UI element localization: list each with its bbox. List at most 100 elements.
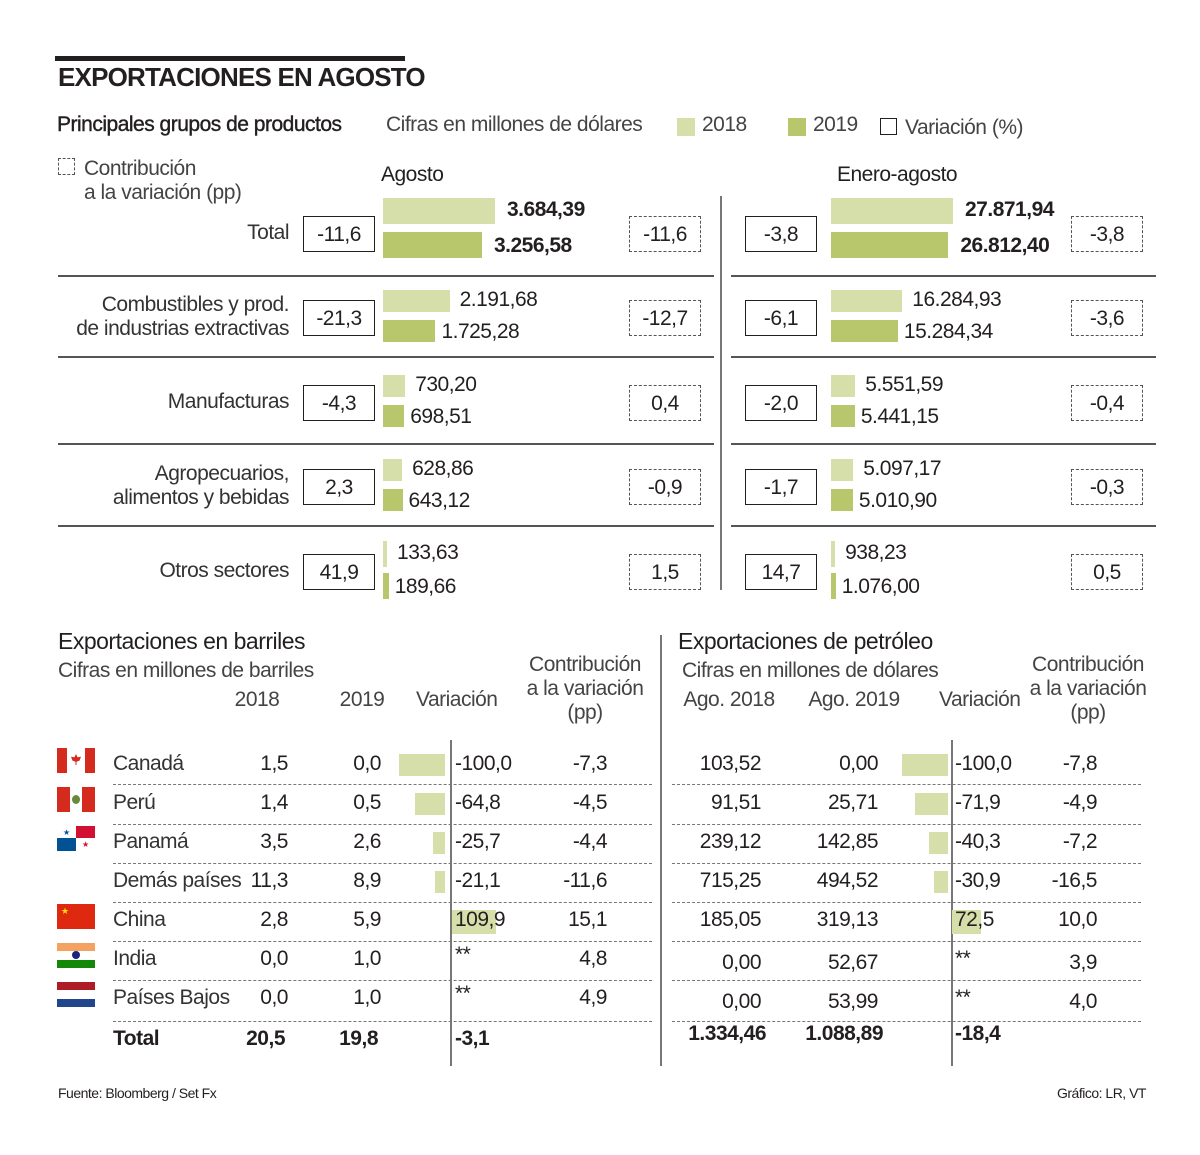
row-separator	[672, 784, 1141, 785]
header-2019: Ago. 2019	[808, 688, 900, 711]
variation-bar	[399, 754, 445, 776]
value-2019: 5,9	[353, 908, 381, 931]
variation-bar	[452, 910, 496, 934]
country-name: Países Bajos	[113, 986, 230, 1009]
row-separator	[672, 1021, 1141, 1022]
source-note: Fuente: Bloomberg / Set Fx	[58, 1085, 217, 1101]
row-separator	[672, 941, 1141, 942]
value-2018: 2.191,68	[459, 288, 538, 311]
total-2018: 1.334,46	[688, 1022, 766, 1045]
bar-2018	[831, 459, 854, 481]
row-separator	[113, 784, 652, 785]
barrels-subtitle: Cifras en millones de barriles	[58, 659, 314, 682]
value-2018: 1,4	[260, 791, 288, 814]
bar-2018	[831, 290, 903, 312]
flag-part	[72, 951, 80, 959]
contribution-value: 3,9	[1069, 951, 1097, 974]
flag-part	[57, 943, 95, 951]
value-2019: 0,0	[353, 752, 381, 775]
flag-part: ★	[61, 906, 69, 916]
flag-part	[57, 960, 95, 968]
contribution-box: -0,9	[629, 469, 701, 505]
section-divider	[660, 635, 662, 1066]
flag-part	[85, 748, 95, 773]
row-separator	[113, 980, 652, 981]
row-separator	[58, 525, 714, 527]
variation-box: 41,9	[303, 554, 375, 590]
contribution-box: -0,4	[1071, 385, 1143, 421]
variation-value: -25,7	[455, 830, 501, 853]
bar-2018	[383, 541, 388, 567]
value-2019: 2,6	[353, 830, 381, 853]
total-2018: 20,5	[246, 1027, 285, 1050]
bar-2018	[831, 541, 836, 567]
bar-2019	[383, 405, 405, 427]
variation-bar	[933, 871, 948, 893]
total-variation: -18,4	[955, 1022, 1001, 1045]
row-separator	[113, 824, 652, 825]
value-2019: 494,52	[816, 869, 879, 892]
legend-label-contribution-1: Contribución	[84, 157, 196, 180]
section-heading: Principales grupos de productos	[57, 113, 342, 136]
legend-swatch-variation	[880, 118, 897, 135]
header-contribution: Contribución a la variación (pp)	[1029, 653, 1147, 724]
value-2019: 698,51	[410, 405, 472, 428]
value-2019: 25,71	[827, 791, 879, 814]
variation-box: -4,3	[303, 385, 375, 421]
variation-box: -1,7	[745, 469, 817, 505]
variation-value: -71,9	[955, 791, 1001, 814]
value-2019: 1,0	[353, 986, 381, 1009]
contribution-box: -3,8	[1071, 216, 1143, 252]
value-2018: 11,3	[250, 869, 289, 892]
value-2018: 3,5	[260, 830, 288, 853]
header-2019: 2019	[339, 688, 385, 711]
value-2018: 3.684,39	[507, 198, 585, 221]
netherlands-flag-icon	[57, 982, 95, 1007]
legend-swatch-2019	[788, 118, 806, 136]
value-2018: 5.551,59	[865, 373, 944, 396]
row-separator	[113, 902, 652, 903]
variation-bar	[929, 832, 948, 854]
flag-part	[76, 826, 95, 838]
bar-2019	[383, 573, 389, 599]
section-subheading: Cifras en millones de dólares	[386, 113, 643, 136]
bar-2019	[383, 489, 403, 511]
contribution-box: 0,5	[1071, 554, 1143, 590]
peru-flag-icon	[57, 787, 95, 812]
country-name: Canadá	[113, 752, 184, 775]
contribution-box: 1,5	[629, 554, 701, 590]
flag-part: ★	[63, 828, 70, 837]
bar-2018	[831, 375, 856, 397]
value-2019: 8,9	[353, 869, 381, 892]
flag-part	[57, 982, 95, 990]
bar-2019	[383, 232, 482, 258]
contribution-box: -0,3	[1071, 469, 1143, 505]
bar-2018	[383, 459, 403, 481]
variation-box: -6,1	[745, 300, 817, 336]
title-rule	[55, 56, 405, 61]
value-2018: 628,86	[412, 457, 474, 480]
value-2019: 319,13	[816, 908, 879, 931]
header-variation: Variación	[416, 688, 498, 711]
contribution-box: -11,6	[629, 216, 701, 252]
value-2019: 5.441,15	[860, 405, 939, 428]
country-name: India	[113, 947, 157, 970]
variation-value: -40,3	[955, 830, 1001, 853]
contribution-value: -4,5	[572, 791, 608, 814]
total-2019: 19,8	[339, 1027, 378, 1050]
bar-2019	[831, 232, 949, 258]
credit-note: Gráfico: LR, VT	[1057, 1085, 1146, 1101]
value-2018: 16.284,93	[912, 288, 1002, 311]
value-2018: 0,00	[722, 990, 761, 1013]
value-2019: 5.010,90	[858, 489, 937, 512]
value-2019: 0,5	[353, 791, 381, 814]
flag-part	[72, 795, 80, 804]
row-separator	[672, 902, 1141, 903]
bar-2018	[383, 198, 495, 224]
bar-2018	[383, 290, 450, 312]
row-separator	[731, 356, 1156, 358]
variation-value: 72,5	[955, 908, 994, 931]
bar-2019	[831, 489, 853, 511]
flag-part	[57, 787, 70, 812]
variation-bar	[952, 910, 981, 934]
